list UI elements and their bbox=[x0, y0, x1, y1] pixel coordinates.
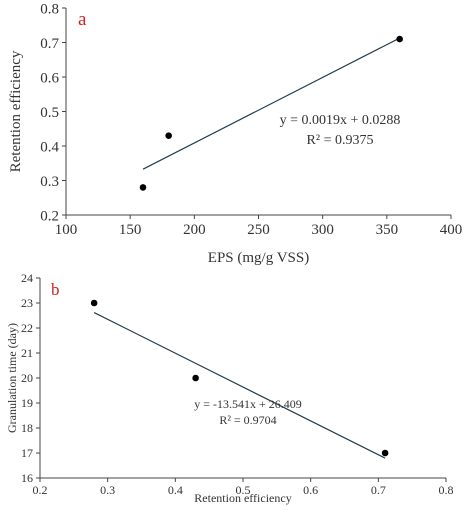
trendline bbox=[142, 37, 400, 170]
y-tick-label: 0.7 bbox=[40, 36, 59, 52]
panel-label: a bbox=[78, 9, 87, 30]
x-axis-label: Retention efficiency bbox=[194, 491, 291, 505]
data-point bbox=[192, 374, 199, 382]
chart-panel-b: 0.2 0.3 0.4 0.5 0.6 0.7 0.8 16 17 18 19 20 21 22 23 24 R… bbox=[5, 271, 454, 505]
y-tick-label: 19 bbox=[21, 396, 33, 410]
x-tick-label: 0.6 bbox=[303, 483, 318, 497]
data-point bbox=[396, 35, 403, 43]
panel-label: b bbox=[51, 280, 60, 299]
y-tick-label: 23 bbox=[21, 296, 33, 310]
x-tick-label: 400 bbox=[440, 222, 463, 238]
x-tick-label: 0.3 bbox=[100, 483, 115, 497]
y-tick-label: 18 bbox=[21, 421, 33, 435]
chart-panel-a: 100 150 200 250 300 350 400 0.2 0.3 0.4 0.5 0.6 0.7 0… bbox=[8, 1, 462, 266]
x-tick-label: 0.8 bbox=[439, 483, 454, 497]
data-point bbox=[139, 184, 147, 191]
r-squared-label: R² = 0.9375 bbox=[307, 133, 374, 148]
y-tick-label: 21 bbox=[21, 346, 33, 360]
x-tick-label: 0.7 bbox=[371, 483, 386, 497]
x-tick-label: 0.2 bbox=[33, 483, 48, 497]
y-tick-label: 0.5 bbox=[40, 105, 59, 121]
data-point bbox=[90, 299, 98, 307]
y-tick-label: 22 bbox=[21, 321, 33, 335]
trendline-equation: y = 0.0019x + 0.0288 bbox=[280, 113, 401, 128]
y-axis-label: Retention efficiency bbox=[8, 50, 24, 172]
y-tick-label: 17 bbox=[21, 446, 33, 460]
x-tick-label: 0.4 bbox=[168, 483, 183, 497]
r-squared-label: R² = 0.9704 bbox=[219, 413, 276, 427]
x-tick-label: 350 bbox=[376, 222, 399, 238]
y-tick-label: 0.6 bbox=[40, 70, 59, 86]
x-tick-label: 100 bbox=[55, 222, 78, 238]
x-tick-label: 300 bbox=[311, 222, 334, 238]
x-tick-label: 200 bbox=[183, 222, 206, 238]
y-tick-label: 20 bbox=[21, 371, 33, 385]
x-tick-label: 250 bbox=[247, 222, 270, 238]
y-tick-label: 16 bbox=[21, 471, 33, 485]
y-tick-label: 0.3 bbox=[40, 174, 59, 190]
x-axis-label: EPS (mg/g VSS) bbox=[208, 250, 309, 266]
data-point bbox=[381, 449, 389, 457]
trendline bbox=[93, 312, 386, 459]
data-point bbox=[165, 132, 172, 139]
trendline-equation: y = -13.541x + 26.409 bbox=[194, 397, 302, 411]
x-tick-label: 0.5 bbox=[236, 483, 251, 497]
x-tick-label: 150 bbox=[119, 222, 142, 238]
y-tick-label: 0.8 bbox=[40, 1, 59, 17]
y-tick-label: 0.2 bbox=[40, 208, 59, 224]
y-axis-label: Granulation time (day) bbox=[5, 323, 19, 433]
y-tick-label: 24 bbox=[21, 271, 33, 285]
y-tick-label: 0.4 bbox=[40, 139, 59, 155]
